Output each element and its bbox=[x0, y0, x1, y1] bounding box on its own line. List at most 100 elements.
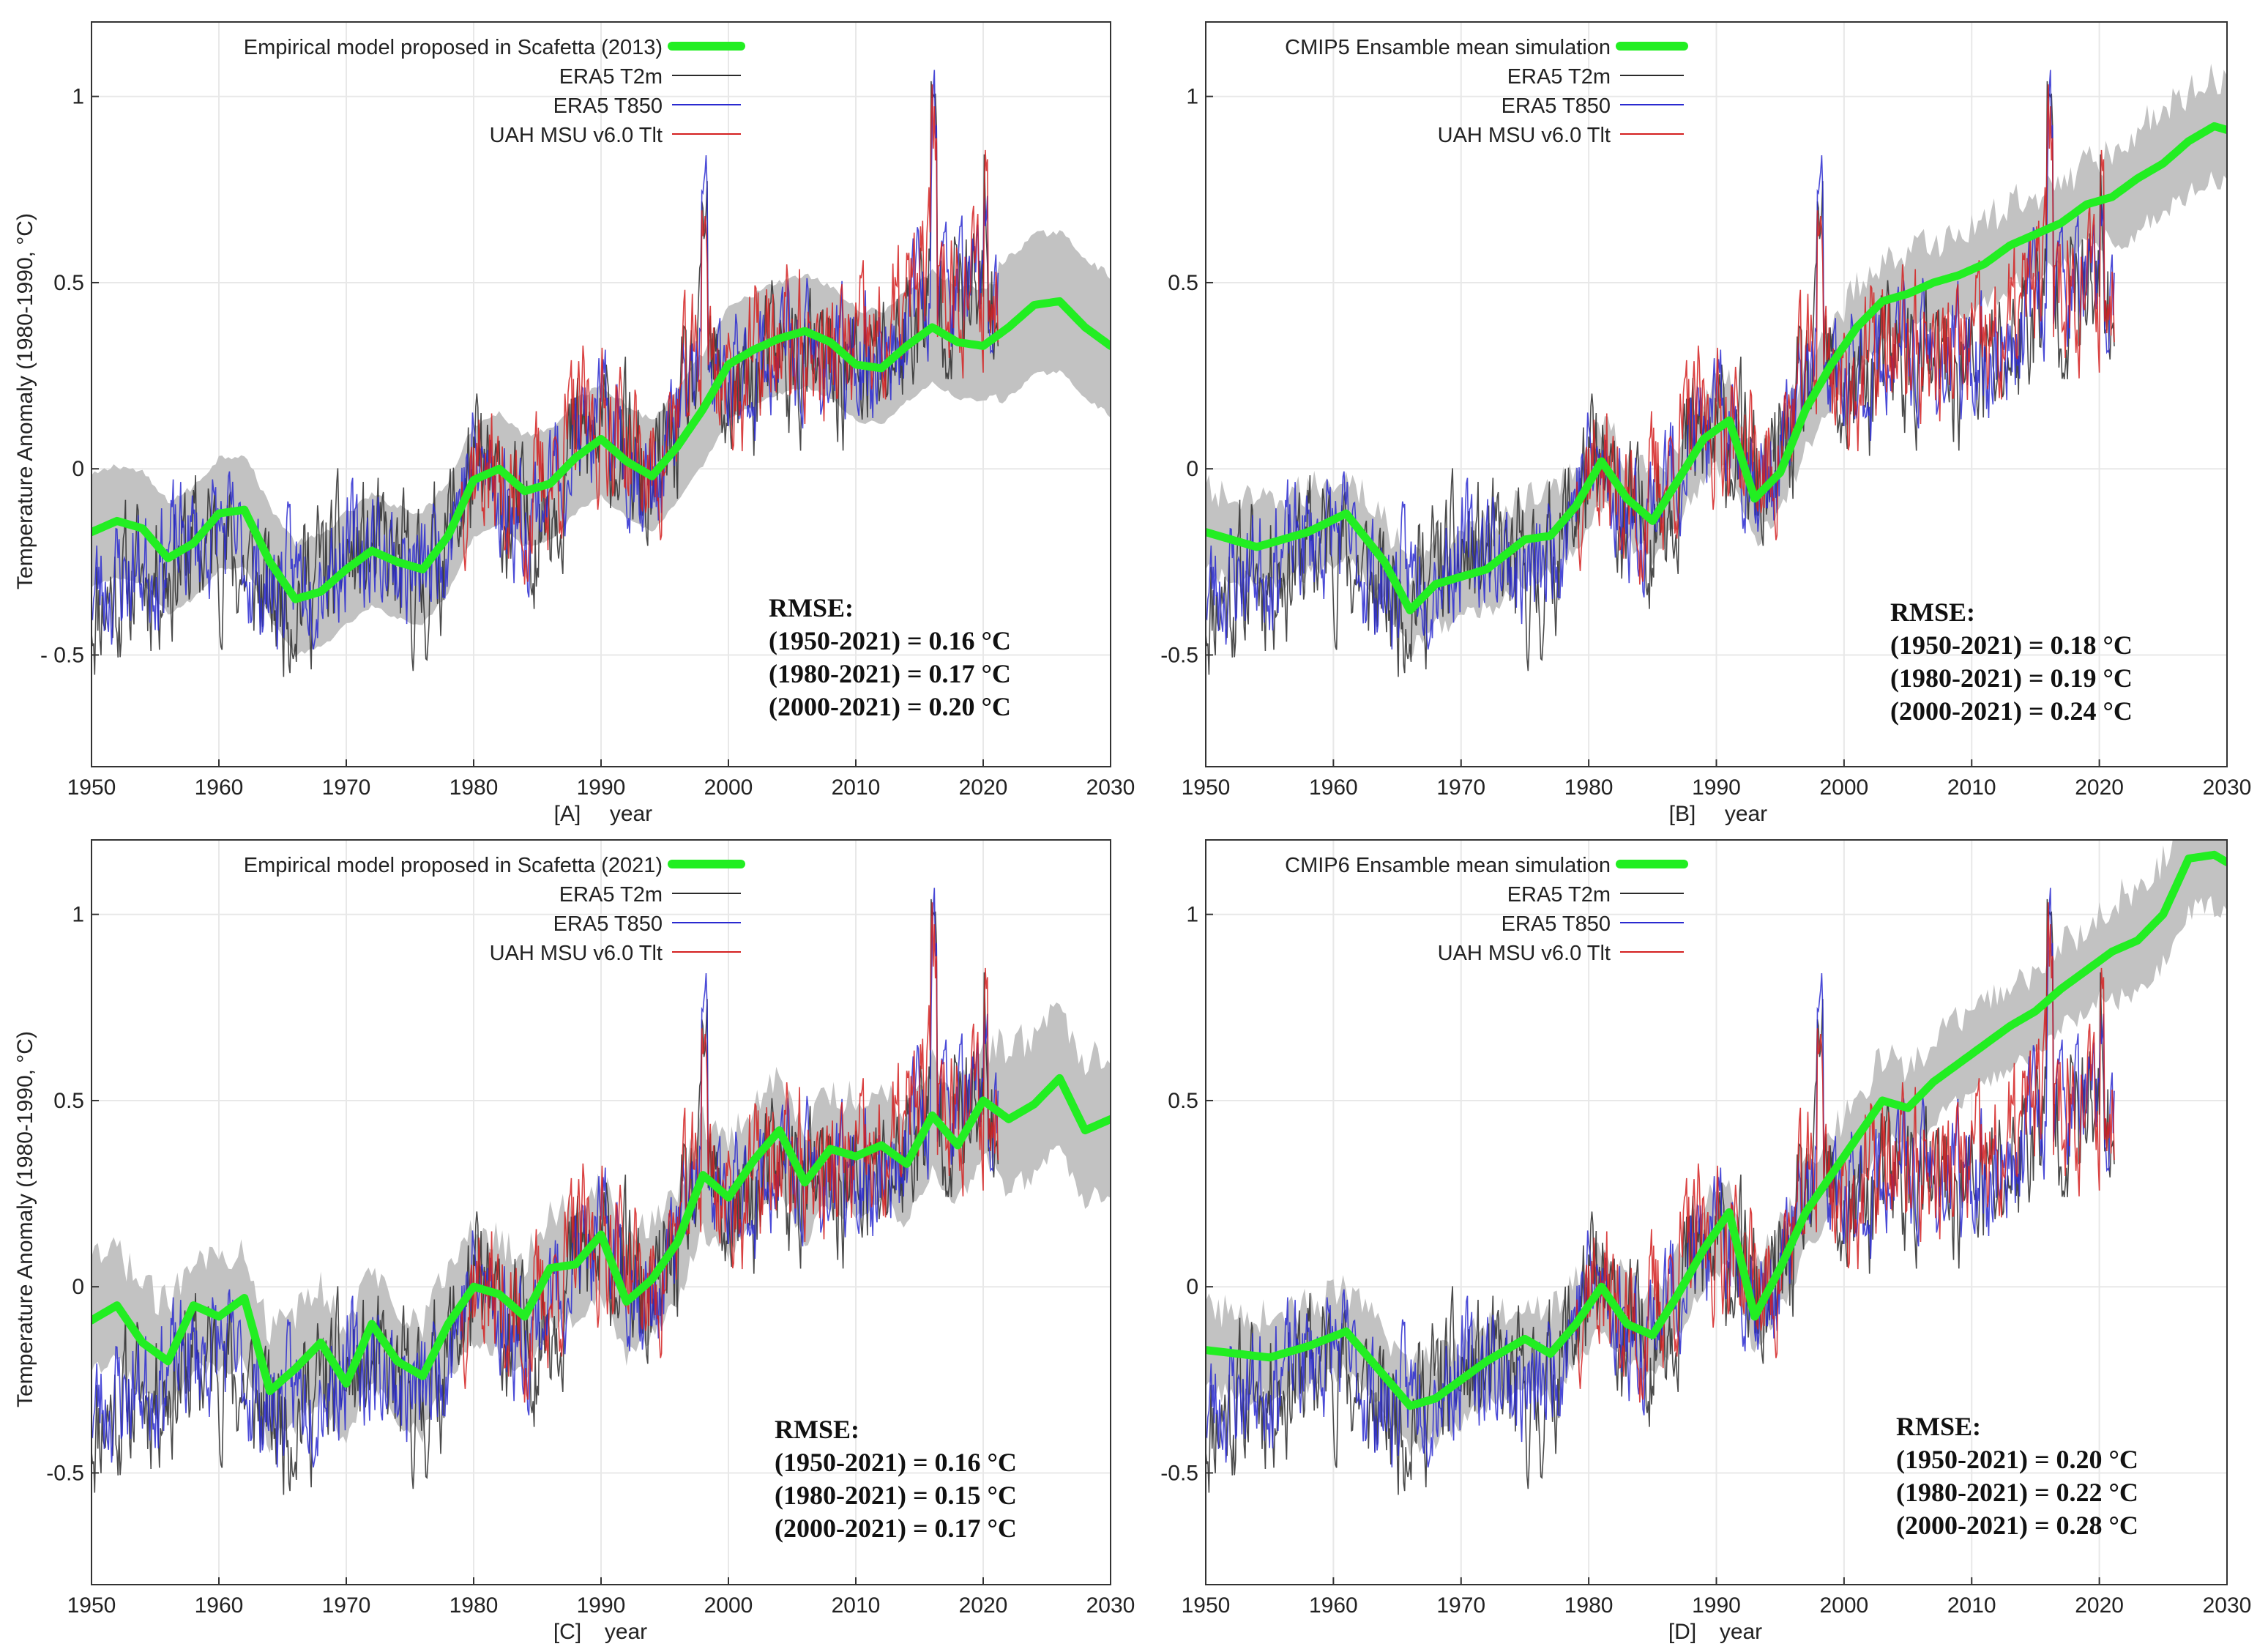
model-curve bbox=[1206, 122, 2227, 614]
y-tick-label: 0.5 bbox=[53, 271, 84, 295]
rmse-line-1: (1950-2021) = 0.16 °C bbox=[775, 1448, 1017, 1477]
x-tick-label: 1950 bbox=[1182, 1593, 1231, 1618]
x-tick-label: 2030 bbox=[1086, 775, 1135, 800]
y-tick-label: 1 bbox=[72, 85, 84, 109]
model-curve-a bbox=[92, 297, 1111, 603]
rmse-title: RMSE: bbox=[1896, 1412, 1981, 1441]
y-tick-label: 0 bbox=[1186, 457, 1198, 481]
chart-panel-c: 1950 1960 1970 1980 1990 2000 2010 2020 2030 -0.5… bbox=[46, 839, 1135, 1644]
legend-model-label: Empirical model proposed in Scafetta (20… bbox=[244, 36, 663, 59]
x-tick-label: 2010 bbox=[1947, 775, 1996, 800]
model-curve-c bbox=[92, 1074, 1111, 1396]
panel-label-b: [B] bbox=[1669, 802, 1696, 826]
legend-c: Empirical model proposed in Scafetta (20… bbox=[244, 854, 745, 965]
legend-t2m-label: ERA5 T2m bbox=[559, 883, 663, 907]
y-tick-label: -0.5 bbox=[1160, 1461, 1198, 1485]
y-tick-label: 0 bbox=[1186, 1275, 1198, 1299]
x-tick-label: 1950 bbox=[1182, 775, 1231, 800]
x-tick-label: 2010 bbox=[832, 1593, 881, 1618]
y-tick-label: 0.5 bbox=[1168, 271, 1198, 295]
x-tick-label: 1960 bbox=[195, 1593, 244, 1618]
chart-panel-a: 1950 1960 1970 1980 1990 2000 2010 2020 2030 - 0.… bbox=[40, 21, 1135, 826]
legend-b: CMIP5 Ensamble mean simulation ERA5 T2m … bbox=[1285, 36, 1688, 147]
model-curve bbox=[1206, 850, 2227, 1410]
y-tick-label: - 0.5 bbox=[40, 643, 84, 667]
legend-model-label: CMIP5 Ensamble mean simulation bbox=[1285, 36, 1611, 59]
legend-t2m-label: ERA5 T2m bbox=[1507, 65, 1611, 89]
x-tick-label: 1970 bbox=[1436, 1593, 1485, 1618]
x-tick-label: 2010 bbox=[832, 775, 881, 800]
y-tick-label: 0 bbox=[72, 457, 84, 481]
rmse-line-3: (2000-2021) = 0.24 °C bbox=[1890, 696, 2133, 726]
x-tick-label: 1950 bbox=[67, 775, 116, 800]
y-tick-label: 1 bbox=[1186, 85, 1198, 109]
x-tick-label: 1950 bbox=[67, 1593, 116, 1618]
model-curve bbox=[92, 297, 1111, 603]
y-axis-title-bottom: Temperature Anomaly (1980-1990, °C) bbox=[13, 1031, 37, 1407]
x-tick-label: 2030 bbox=[1086, 1593, 1135, 1618]
legend-t2m-label: ERA5 T2m bbox=[559, 65, 663, 89]
panel-label-c: [C] bbox=[553, 1620, 581, 1644]
x-tick-label: 1980 bbox=[450, 775, 499, 800]
x-tick-label: 1980 bbox=[1564, 775, 1614, 800]
x-tick-label: 1960 bbox=[1309, 775, 1358, 800]
rmse-line-2: (1980-2021) = 0.19 °C bbox=[1890, 663, 2133, 693]
legend-uah-label: UAH MSU v6.0 Tlt bbox=[490, 124, 663, 147]
x-tick-label: 1990 bbox=[1692, 775, 1741, 800]
rmse-line-2: (1980-2021) = 0.17 °C bbox=[769, 659, 1011, 688]
x-tick-label: 2030 bbox=[2203, 1593, 2252, 1618]
observation-series-c bbox=[92, 888, 999, 1495]
model-curve bbox=[92, 1074, 1111, 1396]
y-tick-label: 0 bbox=[72, 1275, 84, 1299]
x-axis-title-a: year bbox=[610, 802, 652, 826]
rmse-line-1: (1950-2021) = 0.20 °C bbox=[1896, 1445, 2138, 1474]
x-axis-title-b: year bbox=[1725, 802, 1767, 826]
panel-label-d: [D] bbox=[1668, 1620, 1696, 1644]
y-tick-label: 0.5 bbox=[1168, 1089, 1198, 1113]
y-axis-title-top: Temperature Anomaly (1980-1990, °C) bbox=[13, 213, 37, 589]
panel-label-a: [A] bbox=[554, 802, 581, 826]
legend-t850-label: ERA5 T850 bbox=[1502, 912, 1611, 936]
rmse-box-d: RMSE: (1950-2021) = 0.20 °C (1980-2021) … bbox=[1896, 1412, 2138, 1540]
rmse-line-1: (1950-2021) = 0.16 °C bbox=[769, 626, 1011, 655]
y-tick-label: -0.5 bbox=[46, 1461, 84, 1485]
legend-t850-label: ERA5 T850 bbox=[553, 94, 663, 118]
legend-t850-label: ERA5 T850 bbox=[1502, 94, 1611, 118]
rmse-line-2: (1980-2021) = 0.15 °C bbox=[775, 1481, 1017, 1510]
axis-ticks-a: 1950 1960 1970 1980 1990 2000 2010 2020 2030 - 0.… bbox=[40, 85, 1135, 800]
axis-ticks-d: 1950 1960 1970 1980 1990 2000 2010 2020 2030 -0.5… bbox=[1160, 903, 2251, 1618]
chart-panel-b: 1950 1960 1970 1980 1990 2000 2010 2020 2030 -0.5… bbox=[1160, 21, 2251, 826]
x-tick-label: 2010 bbox=[1947, 1593, 1996, 1618]
y-tick-label: 0.5 bbox=[53, 1089, 84, 1113]
rmse-line-2: (1980-2021) = 0.22 °C bbox=[1896, 1478, 2138, 1507]
axis-ticks-b: 1950 1960 1970 1980 1990 2000 2010 2020 2030 -0.5… bbox=[1160, 85, 2251, 800]
y-tick-label: 1 bbox=[72, 903, 84, 927]
x-tick-label: 1990 bbox=[577, 1593, 626, 1618]
x-tick-label: 2020 bbox=[959, 1593, 1008, 1618]
uah-msu-tlt-series bbox=[460, 902, 999, 1403]
model-uncertainty-band bbox=[1206, 840, 2227, 1457]
x-tick-label: 2000 bbox=[1820, 1593, 1869, 1618]
x-tick-label: 1980 bbox=[450, 1593, 499, 1618]
legend-uah-label: UAH MSU v6.0 Tlt bbox=[1438, 942, 1611, 965]
model-curve-b bbox=[1206, 122, 2227, 614]
legend-model-label: CMIP6 Ensamble mean simulation bbox=[1285, 854, 1611, 877]
legend-uah-label: UAH MSU v6.0 Tlt bbox=[1438, 124, 1611, 147]
x-tick-label: 1980 bbox=[1564, 1593, 1614, 1618]
x-tick-label: 2020 bbox=[2075, 1593, 2124, 1618]
rmse-title: RMSE: bbox=[769, 593, 854, 622]
x-tick-label: 1970 bbox=[1436, 775, 1485, 800]
legend-model-label: Empirical model proposed in Scafetta (20… bbox=[244, 854, 663, 877]
x-tick-label: 2020 bbox=[2075, 775, 2124, 800]
x-tick-label: 1960 bbox=[195, 775, 244, 800]
x-tick-label: 1970 bbox=[322, 1593, 371, 1618]
rmse-box-b: RMSE: (1950-2021) = 0.18 °C (1980-2021) … bbox=[1890, 598, 2133, 726]
uah-msu-tlt-series bbox=[1575, 902, 2115, 1403]
rmse-line-3: (2000-2021) = 0.28 °C bbox=[1896, 1511, 2138, 1540]
rmse-line-3: (2000-2021) = 0.17 °C bbox=[775, 1514, 1017, 1543]
x-tick-label: 1970 bbox=[322, 775, 371, 800]
rmse-line-3: (2000-2021) = 0.20 °C bbox=[769, 692, 1011, 721]
legend-a: Empirical model proposed in Scafetta (20… bbox=[244, 36, 745, 147]
rmse-title: RMSE: bbox=[775, 1415, 859, 1444]
x-tick-label: 1960 bbox=[1309, 1593, 1358, 1618]
